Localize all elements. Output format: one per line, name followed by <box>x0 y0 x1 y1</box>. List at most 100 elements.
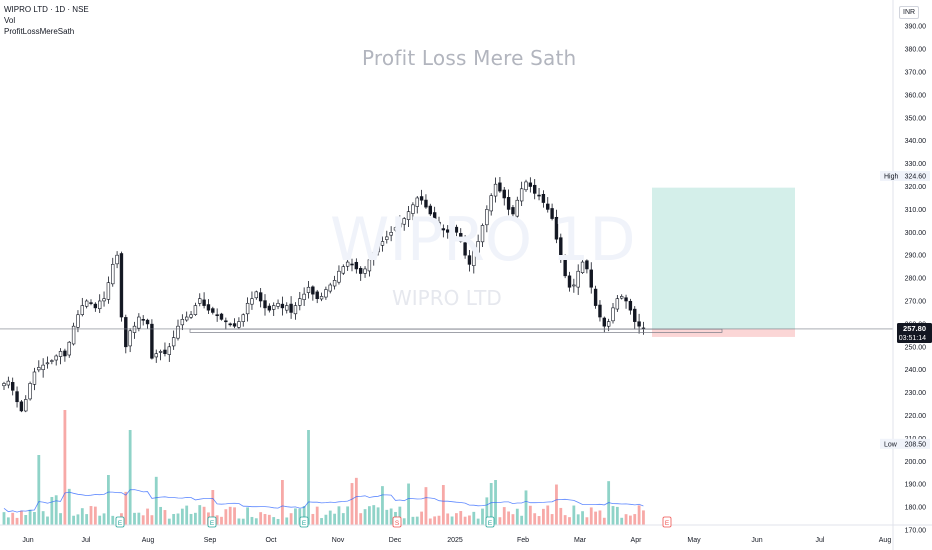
candle <box>106 276 111 304</box>
candle <box>619 294 624 300</box>
svg-text:E: E <box>665 520 670 527</box>
candle <box>563 254 567 279</box>
volume-bar <box>320 518 323 525</box>
candle <box>637 313 641 334</box>
target-zone[interactable] <box>652 187 795 329</box>
candle <box>559 233 563 263</box>
earnings-marker[interactable]: E <box>662 516 672 528</box>
time-tick-label: Dec <box>389 537 402 544</box>
volume-bar <box>511 514 515 525</box>
candle <box>546 197 550 213</box>
candle <box>472 248 476 274</box>
candle <box>163 342 167 357</box>
volume-bar <box>124 491 128 525</box>
volume-bar <box>602 517 606 525</box>
volume-bar <box>598 510 602 525</box>
indicator-legend[interactable]: ProfitLossMereSath <box>4 27 75 36</box>
volume-bar <box>385 509 389 525</box>
candle <box>137 313 141 332</box>
volume-bar <box>581 511 584 525</box>
candle <box>480 223 485 247</box>
symbol-title[interactable]: WIPRO LTD · 1D · NSE <box>4 5 89 14</box>
candle <box>280 296 285 316</box>
volume-bar <box>607 481 611 525</box>
candle <box>32 367 37 391</box>
svg-text:E: E <box>488 520 493 527</box>
svg-text:E: E <box>302 520 307 527</box>
volume-bar <box>542 508 545 525</box>
volume-bar <box>555 484 558 525</box>
candle <box>332 275 337 290</box>
volume-bar <box>629 515 632 525</box>
volume-bar <box>341 513 345 525</box>
candle <box>132 321 137 339</box>
candle <box>315 289 319 304</box>
volume-bar <box>6 517 10 525</box>
volume-bar <box>28 509 32 525</box>
volume-bar <box>93 506 97 525</box>
candle <box>532 179 537 200</box>
volume-bar <box>476 518 480 525</box>
volume-bar <box>481 508 484 525</box>
candle <box>615 295 620 312</box>
candle <box>289 296 293 319</box>
volume-bar <box>215 515 219 525</box>
price-tick-label: 310.00 <box>905 207 927 214</box>
chart-legend: WIPRO LTD · 1D · NSE Vol ProfitLossMereS… <box>4 4 89 37</box>
price-tick-label: 220.00 <box>905 413 927 420</box>
volume-bar <box>185 505 189 525</box>
volume-bar <box>128 430 132 525</box>
svg-text:High: High <box>884 173 899 180</box>
candle <box>58 348 63 365</box>
volume-bar <box>20 510 23 525</box>
volume-legend[interactable]: Vol <box>4 16 16 25</box>
volume-bar <box>407 483 410 525</box>
svg-text:E: E <box>118 520 123 527</box>
earnings-marker[interactable]: E <box>115 516 125 528</box>
svg-text:Low: Low <box>884 441 898 448</box>
last-price-badge[interactable]: 257.80 03:51:14 <box>897 322 932 343</box>
volume-bar <box>276 518 280 525</box>
candle <box>111 257 115 287</box>
candle <box>211 306 215 315</box>
volume-bar <box>98 515 102 525</box>
candle <box>419 189 424 205</box>
price-tick-label: 190.00 <box>905 482 927 489</box>
candle <box>576 264 580 295</box>
candle <box>298 291 302 311</box>
time-tick-label: 2025 <box>447 537 463 544</box>
time-tick-label: Mar <box>574 537 587 544</box>
earnings-marker[interactable]: E <box>207 516 217 528</box>
volume-bar <box>563 515 567 525</box>
price-axis[interactable]: 390.00 380.00 370.00 360.00 350.00 340.00 330.… <box>905 24 927 535</box>
split-marker[interactable]: S <box>392 516 402 528</box>
price-tick-label: 370.00 <box>905 70 927 77</box>
candle <box>389 226 393 242</box>
earnings-marker[interactable]: E <box>485 516 495 528</box>
candle <box>528 177 533 193</box>
candle <box>367 257 372 277</box>
candle <box>276 299 280 310</box>
earnings-marker[interactable]: E <box>299 516 309 528</box>
volume-bar <box>107 475 110 525</box>
candle <box>293 302 298 320</box>
time-axis[interactable]: Jun Jul Aug Sep Oct Nov Dec 2025 Feb Mar Apr May Jun… <box>22 537 891 544</box>
volume-bar <box>254 518 258 525</box>
stop-zone[interactable] <box>652 328 795 337</box>
candle <box>354 258 359 274</box>
volume-bar <box>368 506 371 525</box>
candle <box>71 322 76 346</box>
currency-label[interactable]: INR <box>899 6 920 19</box>
volume-bar <box>328 510 332 525</box>
candle <box>24 395 28 413</box>
volume-bar <box>211 490 215 525</box>
price-tick-label: 380.00 <box>905 47 927 54</box>
candle <box>385 230 389 244</box>
candle <box>54 354 58 366</box>
last-price-value: 257.80 <box>903 324 926 333</box>
candle <box>84 299 89 309</box>
candle <box>445 225 450 239</box>
volume-bar <box>59 513 62 525</box>
volume-bar <box>455 513 458 525</box>
